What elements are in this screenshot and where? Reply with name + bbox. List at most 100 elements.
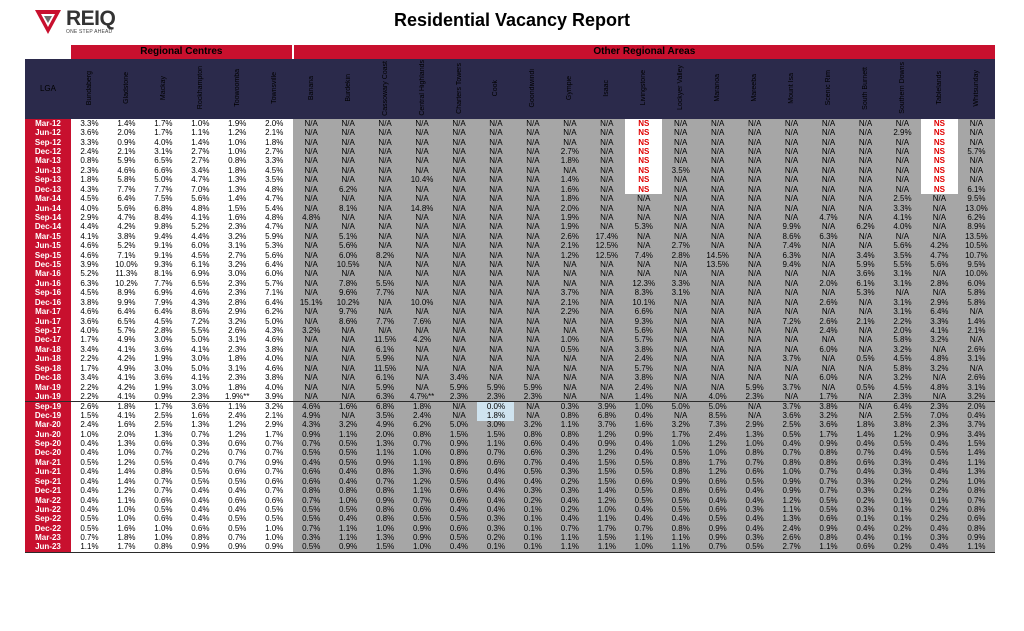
table-cell: 3.1% [883,279,921,289]
table-cell: N/A [847,411,884,421]
table-cell: NS [638,137,650,147]
table-cell: 2.6% [957,345,995,355]
table-cell: N/A [920,288,958,299]
table-cell: 12.5% [588,250,626,261]
table-cell: N/A [588,156,626,167]
table-cell: 1.1% [551,533,589,543]
table-cell: N/A [588,345,626,355]
table-cell: N/A [440,363,478,374]
lga-cell: Jun-12 [25,128,71,138]
lga-cell: Jun-21 [25,467,71,478]
lga-cell: Jun-17 [25,316,71,327]
table-cell: N/A [699,326,737,336]
table-cell: N/A [551,279,589,289]
table-cell: 2.3% [440,392,478,402]
table-row: Dec-18 3.4% 4.1% 3.6% 4.1% 2.3% 3.8% N/A N/A 6.1%… [25,373,995,383]
lga-cell: Mar-13 [25,156,71,167]
table-cell: 0.5% [228,524,247,533]
table-cell: N/A [736,222,774,233]
table-cell: N/A [329,345,367,355]
table-cell: 5.8% [117,175,136,185]
table-cell: 0.8% [810,458,848,468]
table-row: Mar-16 5.2% 11.3% 8.1% 6.9% 3.0% 6.0% N/A N/A N/A… [25,269,995,280]
table-cell: 2.0% [366,429,404,440]
table-cell: 4.0% [80,203,99,213]
table-cell: N/A [292,307,330,317]
table-cell: 0.9% [810,439,848,449]
table-cell: 3.1% [662,288,700,299]
table-cell: 8.4% [154,213,173,222]
table-cell: 3.3% [883,203,921,214]
table-cell: N/A [736,298,774,308]
table-cell: 0.7% [477,448,515,459]
table-cell: N/A [773,345,811,355]
table-cell: 0.4% [228,486,247,496]
column-header: Scenic Rim [810,59,848,119]
table-cell: N/A [551,363,589,374]
table-row: Mar-14 4.5% 6.4% 7.5% 5.6% 1.4% 4.7% N/A N/A N/A N… [25,194,995,204]
table-cell: 6.0% [329,250,367,261]
table-cell: 0.4% [292,458,330,468]
table-row: Sep-19 2.6% 1.8% 1.7% 3.6% 1.1% 3.2% 4.6% 1.6% 6.… [25,401,995,412]
table-cell: N/A [477,203,515,214]
table-cell: 0.6% [228,495,247,505]
logo-name: REIQ [66,6,116,30]
table-cell: N/A [736,128,774,138]
table-cell: N/A [551,373,589,383]
table-cell: N/A [551,128,589,138]
table-cell: 8.3% [625,288,663,299]
table-cell: 3.9% [588,401,626,412]
table-cell: 13.0% [957,203,995,214]
table-row: Dec-17 1.7% 4.9% 3.0% 5.0% 3.1% 4.6% N/A N/A 11.5… [25,335,995,346]
table-cell: N/A [514,250,552,261]
table-cell: N/A [662,222,700,233]
table-cell: N/A [773,269,811,280]
table-cell: N/A [477,335,515,346]
table-cell: 6.4% [117,307,136,317]
table-cell: 3.1% [883,269,921,280]
table-cell: 0.7% [228,458,247,467]
table-cell: 3.2% [329,420,367,430]
table-cell: 1.1% [551,542,589,553]
table-cell: N/A [551,316,589,327]
table-cell: 0.3% [736,505,774,515]
table-cell: N/A [551,137,589,148]
table-cell: N/A [699,316,737,327]
table-row: Dec-20 0.4% 1.0% 0.7% 0.2% 0.7% 0.7% 0.5% 0.5% 1.… [25,448,995,459]
table-cell: N/A [292,175,330,185]
table-cell: 0.8% [228,156,247,166]
table-cell: 5.0% [699,401,737,412]
table-cell: N/A [588,307,626,317]
table-cell: N/A [810,156,848,167]
table-cell: N/A [477,345,515,355]
lga-cell: Mar-12 [25,119,71,129]
table-cell: 1.3% [117,439,136,449]
table-cell: N/A [736,250,774,261]
table-cell: 1.1% [403,486,441,496]
table-cell: 4.9% [117,363,136,373]
table-cell: 4.0% [265,382,284,392]
table-cell: 6.4% [883,401,921,412]
table-cell: 4.7% [265,194,284,204]
table-cell: 0.2% [920,486,958,496]
table-cell: 0.5% [699,514,737,525]
table-cell: 3.2% [228,316,247,326]
table-cell: 1.0% [736,439,774,449]
column-header: Banana [292,59,330,119]
table-cell: 4.9% [366,420,404,430]
lga-cell: Sep-16 [25,288,71,299]
table-cell: 0.6% [440,495,478,506]
table-cell: N/A [810,363,848,374]
table-cell: N/A [736,411,774,421]
table-cell: N/A [514,401,552,412]
table-cell: 0.5% [265,505,284,514]
column-header-label: Whitsunday [972,69,980,107]
table-cell: N/A [514,194,552,204]
table-cell: 1.2% [228,128,247,138]
table-cell: N/A [588,175,626,185]
table-cell: N/A [292,269,330,280]
table-cell: N/A [920,392,958,402]
column-header: South Burnett [847,59,884,119]
table-cell: N/A [920,222,958,233]
column-header: Toowoomba [218,59,256,119]
